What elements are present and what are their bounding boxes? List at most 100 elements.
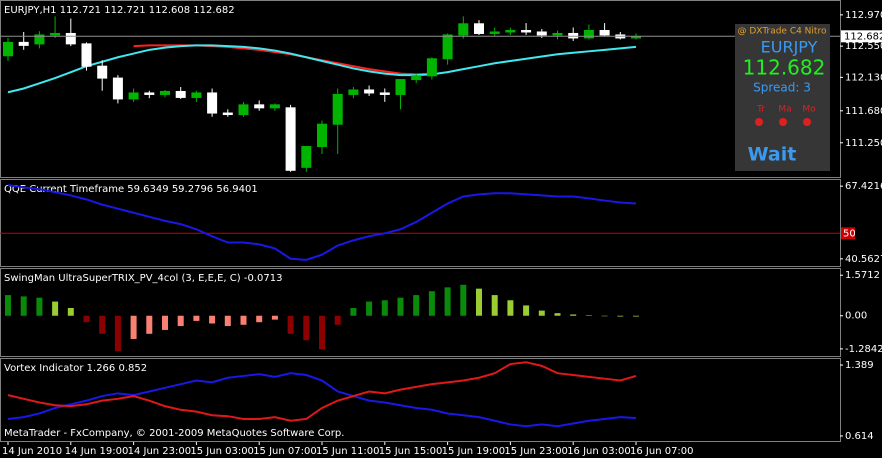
pane-title: QQE Current Timeframe 59.6349 59.2796 56… <box>4 184 258 195</box>
candle-body <box>536 31 547 36</box>
candle-body <box>175 90 186 98</box>
histogram-bar <box>240 315 247 325</box>
signal-label: Ma <box>778 105 791 115</box>
x-tick-label: 14 Jun 2010 <box>2 446 62 457</box>
candle-body <box>238 104 249 116</box>
info-panel: @ DXTrade C4 Nitro EURJPY 112.682 Spread… <box>735 24 830 171</box>
current-price-label: 112.682 <box>844 31 882 42</box>
panel-symbol: EURJPY <box>761 38 818 57</box>
level-label: 50 <box>843 228 856 239</box>
histogram-bar <box>413 295 420 316</box>
candle-body <box>395 79 406 95</box>
candle-body <box>568 32 579 39</box>
histogram-bar <box>538 310 545 316</box>
copyright: MetaTrader - FxCompany, © 2001-2009 Meta… <box>4 428 344 439</box>
y-tick-label: 111.680 <box>845 106 882 117</box>
histogram-bar <box>633 315 639 317</box>
histogram-bar <box>177 315 184 327</box>
signal-icon <box>779 118 787 126</box>
candle-body <box>222 112 233 116</box>
y-tick-label: -1.2842 <box>845 344 882 355</box>
x-tick-label: 14 Jun 19:00 <box>65 446 129 457</box>
x-tick-label: 15 Jun 03:00 <box>190 446 254 457</box>
candle-body <box>191 92 202 98</box>
candle-body <box>97 65 108 79</box>
candle-body <box>332 93 343 125</box>
y-tick-label: 67.4216 <box>845 181 882 192</box>
histogram-bar <box>476 288 482 316</box>
histogram-bar <box>209 315 216 324</box>
x-tick-label: 15 Jun 19:00 <box>442 446 506 457</box>
histogram-bar <box>83 315 90 323</box>
current-price-box <box>841 30 882 43</box>
histogram-bar <box>428 291 435 316</box>
histogram-bar <box>52 301 59 316</box>
candle-body <box>18 41 29 46</box>
panel-status: Wait <box>748 144 797 166</box>
histogram-bar <box>554 313 561 316</box>
candle-body <box>552 32 563 36</box>
panel-price: 112.682 <box>743 56 826 80</box>
signal-icon <box>803 118 811 126</box>
candle-body <box>317 123 327 148</box>
histogram-bar <box>350 308 357 316</box>
candle-body <box>489 31 500 34</box>
histogram-bar <box>601 315 608 317</box>
x-tick-label: 15 Jun 23:00 <box>504 446 568 457</box>
candle-body <box>505 29 516 33</box>
histogram-bar <box>491 295 498 316</box>
candle-body <box>583 29 594 39</box>
signal-label: Tr <box>756 105 765 115</box>
candle-body <box>144 92 155 95</box>
histogram-bar <box>334 315 341 325</box>
candle-body <box>599 29 610 36</box>
histogram-bar <box>381 300 388 316</box>
indicator-line <box>7 361 637 422</box>
histogram-bar <box>162 315 168 330</box>
candle-body <box>207 92 218 114</box>
histogram-bar <box>114 315 121 352</box>
histogram-bar <box>271 315 278 320</box>
x-tick-label: 15 Jun 11:00 <box>316 446 380 457</box>
y-tick-label: 0.00 <box>845 311 867 322</box>
y-tick-label: 1.389 <box>845 360 874 371</box>
x-tick-label: 15 Jun 07:00 <box>253 446 317 457</box>
candle-body <box>411 75 422 81</box>
candle-body <box>364 89 375 94</box>
pane-title: EURJPY,H1 112.721 112.721 112.608 112.68… <box>4 5 235 16</box>
histogram-bar <box>287 315 294 334</box>
histogram-bar <box>146 315 153 334</box>
candle-body <box>269 104 280 109</box>
histogram-bar <box>460 284 467 316</box>
y-tick-label: 112.550 <box>845 41 882 52</box>
candle-body <box>65 32 76 45</box>
histogram-bar <box>585 315 592 316</box>
pane-title: Vortex Indicator 1.266 0.852 <box>4 363 147 374</box>
candle-body <box>3 41 13 57</box>
candle-body <box>348 89 359 95</box>
y-tick-label: 40.5627 <box>845 254 882 265</box>
histogram-bar <box>303 315 310 341</box>
candle-body <box>160 90 170 95</box>
candle-body <box>50 32 61 36</box>
histogram-bar <box>130 315 137 339</box>
candle-body <box>474 23 484 34</box>
signal-label: Mo <box>802 105 816 115</box>
panel-brand: @ DXTrade C4 Nitro <box>738 27 827 37</box>
candle-body <box>442 34 453 60</box>
histogram-bar <box>523 305 530 316</box>
histogram-bar <box>193 315 200 321</box>
x-tick-label: 16 Jun 03:00 <box>567 446 631 457</box>
signal-icon <box>755 118 763 126</box>
histogram-bar <box>67 308 74 316</box>
x-tick-label: 14 Jun 23:00 <box>128 446 192 457</box>
indicator-line <box>7 184 637 261</box>
histogram-bar <box>319 315 325 350</box>
x-tick-label: 15 Jun 15:00 <box>379 446 443 457</box>
histogram-bar <box>397 297 404 316</box>
candle-body <box>81 43 92 67</box>
candle-body <box>301 146 312 168</box>
indicator-line <box>7 44 637 94</box>
